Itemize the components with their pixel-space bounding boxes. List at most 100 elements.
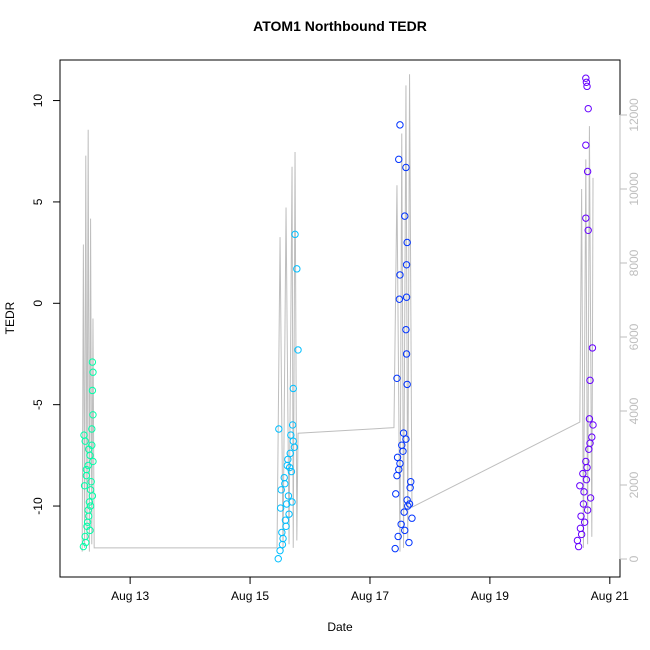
- point: [286, 449, 294, 458]
- y-tick-label: -5: [31, 399, 45, 410]
- point: [285, 510, 293, 518]
- point: [393, 374, 401, 383]
- point: [574, 542, 583, 551]
- point: [282, 500, 291, 508]
- point: [400, 508, 408, 516]
- point: [82, 465, 91, 474]
- point: [85, 498, 94, 506]
- point: [397, 520, 405, 528]
- point: [89, 411, 97, 419]
- x-tick-label: Aug 13: [111, 589, 149, 603]
- point: [589, 421, 597, 429]
- point: [586, 439, 594, 447]
- point: [403, 380, 411, 389]
- point: [287, 431, 295, 439]
- point: [405, 500, 414, 508]
- point: [278, 540, 287, 549]
- x-tick-label: Aug 19: [471, 589, 509, 603]
- x-tick-label: Aug 15: [231, 589, 269, 603]
- point: [392, 490, 400, 498]
- point: [391, 544, 399, 553]
- point: [84, 506, 92, 514]
- point: [274, 555, 282, 563]
- point: [407, 478, 415, 486]
- point: [583, 82, 591, 91]
- point: [585, 415, 594, 423]
- point: [80, 482, 89, 490]
- point: [577, 512, 585, 520]
- line-series: [81, 74, 594, 552]
- point: [276, 546, 284, 555]
- point: [290, 443, 299, 451]
- y-tick-label: 0: [31, 300, 45, 307]
- point: [284, 492, 293, 500]
- point: [579, 469, 587, 478]
- point: [402, 293, 411, 301]
- point: [83, 518, 92, 526]
- point: [291, 230, 299, 239]
- point: [281, 516, 290, 524]
- chart-title: ATOM1 Northbound TEDR: [253, 18, 427, 34]
- point: [85, 445, 93, 453]
- point: [79, 542, 88, 551]
- point: [583, 167, 592, 176]
- point: [88, 358, 97, 366]
- point: [398, 441, 406, 449]
- point: [289, 384, 297, 393]
- point: [89, 457, 97, 466]
- y2-tick-label: 4000: [627, 397, 641, 424]
- point: [284, 455, 292, 464]
- y-tick-label: 10: [31, 94, 45, 108]
- point: [293, 265, 301, 273]
- point: [396, 271, 404, 279]
- point: [89, 368, 97, 376]
- y-tick-label: -10: [31, 497, 45, 515]
- y-axis-label: TEDR: [3, 301, 17, 334]
- point: [288, 421, 297, 429]
- point: [84, 461, 92, 470]
- point: [88, 386, 97, 395]
- point: [582, 78, 591, 87]
- point: [580, 488, 588, 496]
- point: [402, 325, 410, 334]
- y2-tick-label: 10000: [627, 172, 641, 206]
- point: [582, 74, 590, 82]
- point: [402, 261, 411, 269]
- y-tick-label: 5: [31, 198, 45, 205]
- point: [81, 437, 89, 445]
- point: [586, 494, 595, 502]
- point: [285, 463, 294, 472]
- point: [282, 522, 290, 531]
- point: [278, 528, 286, 537]
- point: [582, 141, 590, 149]
- y2-tick-label: 0: [627, 555, 641, 562]
- point: [395, 295, 404, 303]
- point: [401, 212, 409, 220]
- point: [580, 518, 589, 526]
- point: [584, 104, 592, 113]
- x-tick-label: Aug 21: [591, 589, 629, 603]
- point: [402, 350, 411, 358]
- point: [403, 238, 411, 247]
- point: [588, 344, 597, 352]
- point: [583, 463, 591, 472]
- y2-tick-label: 12000: [627, 98, 641, 132]
- point: [399, 429, 408, 437]
- x-tick-label: Aug 17: [351, 589, 389, 603]
- point: [86, 486, 95, 494]
- point: [395, 465, 403, 474]
- point: [576, 524, 585, 533]
- point: [583, 506, 592, 514]
- point: [584, 226, 592, 235]
- point: [404, 502, 412, 510]
- point: [87, 478, 95, 486]
- point: [86, 526, 94, 535]
- point: [401, 526, 409, 535]
- point: [275, 425, 283, 433]
- point: [586, 376, 594, 385]
- point: [287, 467, 296, 476]
- point: [576, 482, 584, 490]
- plot-box: [59, 59, 621, 578]
- point: [582, 475, 591, 484]
- point: [393, 453, 402, 462]
